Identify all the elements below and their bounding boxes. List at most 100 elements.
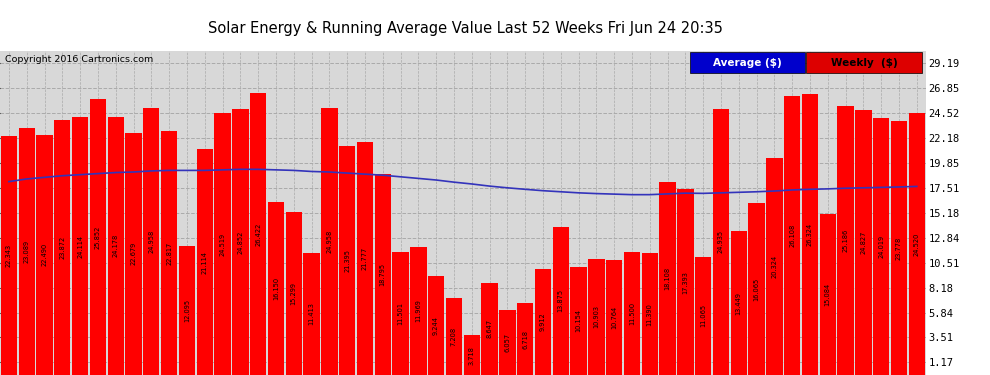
Text: 21.777: 21.777 bbox=[362, 247, 368, 270]
Bar bbox=[356, 142, 373, 375]
Text: 26.324: 26.324 bbox=[807, 223, 813, 246]
Bar bbox=[873, 118, 889, 375]
Bar bbox=[517, 303, 534, 375]
Text: Weekly  ($): Weekly ($) bbox=[831, 58, 898, 68]
Text: 11.501: 11.501 bbox=[398, 302, 404, 325]
Bar bbox=[428, 276, 445, 375]
Bar bbox=[713, 109, 729, 375]
Text: 26.422: 26.422 bbox=[255, 222, 261, 246]
Text: 6.057: 6.057 bbox=[504, 333, 510, 352]
Text: 24.958: 24.958 bbox=[148, 230, 154, 253]
Text: 24.019: 24.019 bbox=[878, 235, 884, 258]
Text: 11.390: 11.390 bbox=[646, 303, 652, 326]
Text: 26.108: 26.108 bbox=[789, 224, 795, 247]
Bar bbox=[321, 108, 338, 375]
Text: 18.795: 18.795 bbox=[380, 263, 386, 286]
Text: 11.065: 11.065 bbox=[700, 304, 706, 327]
Text: 10.903: 10.903 bbox=[593, 305, 599, 328]
Text: 16.150: 16.150 bbox=[273, 277, 279, 300]
Text: 21.395: 21.395 bbox=[345, 249, 350, 272]
Text: 10.764: 10.764 bbox=[611, 306, 617, 329]
Bar bbox=[748, 203, 764, 375]
Bar bbox=[161, 131, 177, 375]
Bar bbox=[624, 252, 641, 375]
Text: 20.324: 20.324 bbox=[771, 255, 777, 278]
Bar bbox=[606, 260, 623, 375]
Text: 22.490: 22.490 bbox=[42, 243, 48, 267]
Bar bbox=[249, 93, 266, 375]
Bar bbox=[72, 117, 88, 375]
Text: 12.095: 12.095 bbox=[184, 299, 190, 322]
Text: 15.299: 15.299 bbox=[291, 282, 297, 305]
Text: 17.393: 17.393 bbox=[682, 271, 688, 294]
Bar bbox=[267, 202, 284, 375]
Bar bbox=[285, 211, 302, 375]
Text: 18.108: 18.108 bbox=[664, 267, 670, 290]
Text: Average ($): Average ($) bbox=[713, 58, 782, 68]
Text: 9.244: 9.244 bbox=[433, 316, 440, 335]
Bar bbox=[214, 113, 231, 375]
Bar bbox=[179, 246, 195, 375]
Text: 6.718: 6.718 bbox=[522, 330, 528, 349]
Bar bbox=[481, 283, 498, 375]
Text: 7.208: 7.208 bbox=[450, 327, 457, 346]
Bar bbox=[410, 247, 427, 375]
Text: 23.089: 23.089 bbox=[24, 240, 30, 263]
Text: 24.958: 24.958 bbox=[327, 230, 333, 253]
Bar bbox=[1, 136, 17, 375]
Bar bbox=[820, 214, 836, 375]
Bar bbox=[90, 99, 106, 375]
Text: 25.852: 25.852 bbox=[95, 225, 101, 249]
Bar bbox=[54, 120, 70, 375]
Text: 23.872: 23.872 bbox=[59, 236, 65, 259]
Text: 24.114: 24.114 bbox=[77, 235, 83, 258]
Bar bbox=[642, 253, 658, 375]
Text: 10.154: 10.154 bbox=[575, 309, 581, 332]
Text: 11.969: 11.969 bbox=[416, 300, 422, 322]
Bar bbox=[392, 252, 409, 375]
Bar bbox=[499, 310, 516, 375]
Text: 8.647: 8.647 bbox=[486, 319, 493, 338]
Bar bbox=[659, 182, 676, 375]
Bar bbox=[144, 108, 159, 375]
Bar bbox=[37, 135, 52, 375]
Bar bbox=[339, 146, 355, 375]
Bar bbox=[19, 128, 35, 375]
Text: 9.912: 9.912 bbox=[540, 313, 545, 332]
Bar bbox=[570, 267, 587, 375]
Text: 24.519: 24.519 bbox=[220, 232, 226, 256]
Text: 23.778: 23.778 bbox=[896, 236, 902, 260]
Bar bbox=[552, 227, 569, 375]
Text: 3.718: 3.718 bbox=[468, 346, 475, 364]
Text: 15.084: 15.084 bbox=[825, 283, 831, 306]
Bar bbox=[838, 106, 853, 375]
Bar bbox=[126, 133, 142, 375]
Bar bbox=[446, 298, 462, 375]
Bar bbox=[731, 231, 746, 375]
Text: 24.520: 24.520 bbox=[914, 232, 920, 256]
Text: Solar Energy & Running Average Value Last 52 Weeks Fri Jun 24 20:35: Solar Energy & Running Average Value Las… bbox=[208, 21, 723, 36]
FancyBboxPatch shape bbox=[806, 52, 922, 74]
Text: 13.449: 13.449 bbox=[736, 292, 742, 315]
Bar bbox=[695, 257, 712, 375]
FancyBboxPatch shape bbox=[690, 52, 805, 74]
Bar bbox=[909, 113, 925, 375]
Text: Copyright 2016 Cartronics.com: Copyright 2016 Cartronics.com bbox=[5, 56, 152, 64]
Bar bbox=[535, 269, 551, 375]
Text: 11.500: 11.500 bbox=[629, 302, 635, 325]
Text: 22.817: 22.817 bbox=[166, 242, 172, 265]
Text: 22.679: 22.679 bbox=[131, 242, 137, 266]
Bar bbox=[374, 174, 391, 375]
Text: 24.178: 24.178 bbox=[113, 234, 119, 258]
Bar bbox=[303, 253, 320, 375]
Bar bbox=[463, 335, 480, 375]
Bar bbox=[891, 121, 907, 375]
Bar bbox=[855, 110, 871, 375]
Text: 22.343: 22.343 bbox=[6, 244, 12, 267]
Text: 13.875: 13.875 bbox=[557, 290, 563, 312]
Bar bbox=[802, 94, 818, 375]
Text: 16.065: 16.065 bbox=[753, 278, 759, 301]
Text: 24.852: 24.852 bbox=[238, 231, 244, 254]
Bar bbox=[766, 158, 782, 375]
Text: 21.114: 21.114 bbox=[202, 251, 208, 274]
